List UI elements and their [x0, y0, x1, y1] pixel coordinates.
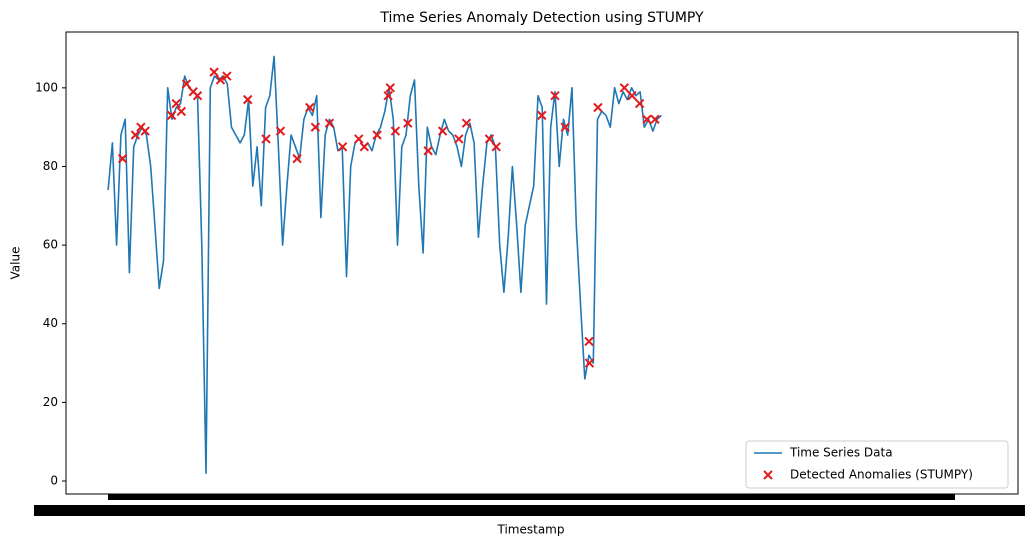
- anomaly-marker: [560, 122, 570, 132]
- anomaly-marker: [619, 83, 630, 93]
- anomaly-marker: [130, 130, 141, 140]
- x-axis-label: Timestamp: [497, 523, 565, 537]
- anomaly-marker: [215, 75, 226, 85]
- anomaly-marker: [222, 71, 232, 81]
- legend-label: Detected Anomalies (STUMPY): [790, 468, 973, 482]
- anomaly-marker: [385, 83, 395, 93]
- y-axis-label: Value: [9, 247, 23, 280]
- anomaly-marker: [372, 130, 382, 140]
- anomaly-marker: [390, 126, 401, 136]
- y-tick-label: 40: [43, 316, 58, 330]
- anomaly-marker: [243, 94, 253, 105]
- anomaly-marker: [650, 114, 660, 124]
- anomaly-marker: [117, 153, 128, 164]
- anomaly-marker: [537, 110, 547, 121]
- anomaly-marker: [292, 153, 302, 164]
- anomaly-marker: [634, 98, 645, 109]
- anomaly-marker: [484, 134, 495, 144]
- anomaly-marker: [354, 134, 364, 144]
- anomaly-marker: [305, 102, 315, 113]
- anomaly-marker: [359, 142, 370, 152]
- y-tick-label: 0: [50, 474, 58, 488]
- y-tick-label: 100: [35, 80, 58, 94]
- anomaly-marker: [437, 126, 448, 136]
- anomaly-marker: [383, 90, 393, 101]
- y-tick-label: 20: [43, 395, 58, 409]
- anomaly-marker: [627, 90, 637, 101]
- plot-area: [107, 55, 662, 474]
- chart-title: Time Series Anomaly Detection using STUM…: [379, 10, 704, 26]
- x-tick-marks: [108, 494, 955, 500]
- anomaly-marker: [423, 146, 433, 156]
- anomaly-marker: [584, 336, 594, 347]
- anomaly-marker: [310, 122, 321, 132]
- anomaly-marker: [461, 118, 472, 128]
- anomaly-marker: [337, 142, 348, 152]
- legend-swatch: [763, 470, 773, 480]
- anomaly-marker: [491, 142, 501, 152]
- anomaly-marker: [550, 90, 560, 101]
- anomaly-marker: [403, 118, 413, 128]
- anomaly-marker: [584, 358, 595, 368]
- legend-box: [745, 440, 1009, 489]
- anomaly-marker: [181, 79, 192, 89]
- legend-label: Time Series Data: [789, 446, 893, 460]
- anomaly-marker: [454, 134, 464, 144]
- anomaly-marker: [171, 98, 181, 109]
- anomaly-marker: [176, 106, 187, 117]
- anomaly-marker: [261, 134, 271, 144]
- axes-frame: [65, 31, 1019, 495]
- anomaly-marker: [209, 67, 219, 77]
- legend: Time Series Data Detected Anomalies (STUM…: [745, 440, 1009, 489]
- anomaly-marker: [166, 110, 177, 121]
- anomaly-marker: [192, 90, 203, 101]
- y-tick-label: 60: [43, 238, 58, 252]
- anomaly-marker: [275, 126, 286, 136]
- anomaly-marker: [642, 114, 652, 124]
- anomaly-marker: [140, 126, 150, 136]
- anomaly-marker: [324, 118, 335, 128]
- anomaly-marker: [593, 102, 603, 113]
- x-tick-labels: [34, 505, 1025, 516]
- series-line: [107, 55, 662, 474]
- y-tick-label: 80: [43, 159, 58, 173]
